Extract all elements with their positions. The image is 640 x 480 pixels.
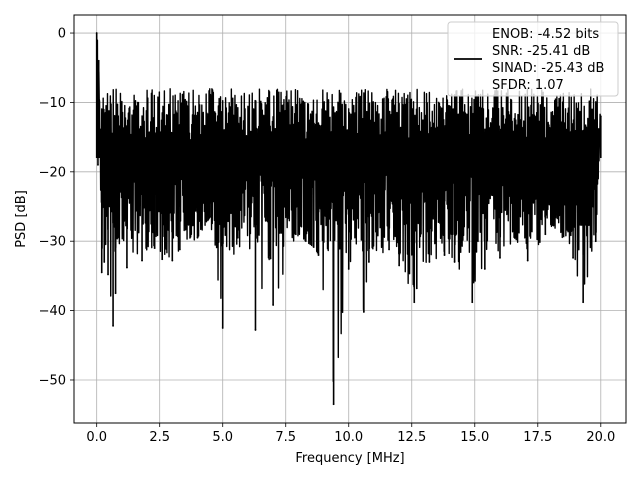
psd-point-43: [552, 223, 554, 226]
y-tick-label: 0: [58, 27, 66, 42]
y-tick-label: −50: [39, 373, 66, 388]
psd-point-30: [388, 248, 390, 251]
psd-point-15: [178, 248, 181, 251]
y-tick-label: −40: [39, 304, 66, 319]
psd-point-36: [453, 261, 456, 263]
psd-point-46: [594, 240, 597, 243]
psd-dips: [95, 33, 602, 405]
psd-point-25: [317, 254, 320, 256]
legend-snr: SNR: -25.41 dB: [492, 44, 590, 59]
psd-point-29: [368, 261, 370, 263]
x-tick-label: 10.0: [334, 430, 363, 445]
y-tick-label: −20: [39, 165, 66, 180]
y-tick-label: −30: [39, 235, 66, 250]
psd-point-2: [97, 163, 99, 166]
psd-point-18: [221, 327, 224, 329]
psd-point-8: [112, 324, 114, 327]
legend-enob: ENOB: -4.52 bits: [492, 27, 599, 42]
plot-frame: [73, 14, 627, 424]
x-tick-label: 17.5: [523, 430, 552, 445]
x-tick-label: 15.0: [460, 430, 489, 445]
x-tick-label: 5.0: [212, 430, 233, 445]
psd-point-45: [582, 301, 585, 304]
psd-point-17: [209, 216, 212, 218]
x-axis-label: Frequency [MHz]: [295, 451, 404, 466]
psd-point-41: [526, 259, 529, 262]
psd-point-13: [161, 258, 164, 261]
psd-point-42: [544, 233, 547, 236]
psd-point-20: [254, 329, 257, 331]
psd-point-24: [312, 245, 315, 248]
y-axis-label: PSD [dB]: [14, 190, 29, 248]
psd-point-32: [413, 301, 416, 304]
psd-point-27: [347, 268, 350, 270]
psd-point-0: [95, 32, 98, 34]
y-tick-label: −10: [39, 96, 66, 111]
psd-point-28: [362, 311, 365, 313]
psd-point-31: [398, 264, 401, 267]
legend: ENOB: -4.52 bits SNR: -25.41 dB SINAD: -…: [447, 21, 619, 97]
psd-point-38: [483, 268, 486, 270]
x-tick-label: 0.0: [86, 430, 107, 445]
psd-point-33: [415, 287, 418, 290]
psd-point-26: [332, 403, 335, 406]
psd-point-11: [141, 259, 143, 262]
legend-sinad: SINAD: -25.43 dB: [492, 61, 604, 76]
psd-point-14: [171, 259, 174, 262]
psd-point-35: [443, 254, 446, 256]
x-axis: 0.0 2.5 5.0 7.5 10.0 12.5 15.0 17.5 20.0: [86, 423, 615, 445]
psd-point-19: [236, 236, 239, 239]
series-group: [95, 32, 602, 406]
psd-point-16: [196, 236, 199, 239]
psd-point-10: [126, 266, 128, 269]
psd-noise-trace: [95, 39, 602, 383]
psd-point-34: [428, 261, 431, 263]
psd-point-9: [114, 292, 117, 295]
x-tick-label: 7.5: [275, 430, 296, 445]
psd-point-7: [107, 273, 109, 276]
legend-box: [447, 21, 619, 97]
x-tick-label: 20.0: [586, 430, 615, 445]
psd-point-21: [269, 257, 272, 260]
legend-sfdr: SFDR: 1.07: [492, 78, 564, 93]
psd-point-3: [97, 59, 100, 62]
psd-point-22: [272, 304, 275, 306]
psd-point-12: [153, 247, 156, 250]
psd-point-47: [599, 115, 602, 118]
psd-point-4: [98, 136, 101, 139]
psd-point-1: [96, 77, 99, 80]
x-tick-label: 2.5: [149, 430, 170, 445]
psd-point-37: [471, 301, 474, 304]
psd-point-6: [103, 261, 106, 263]
psd-point-23: [294, 233, 297, 236]
x-tick-label: 12.5: [397, 430, 426, 445]
psd-point-5: [100, 271, 103, 274]
psd-point-39: [499, 256, 501, 259]
y-axis: 0 −10 −20 −30 −40 −50: [39, 27, 74, 388]
psd-point-44: [572, 256, 574, 259]
psd-point-40: [514, 236, 516, 239]
